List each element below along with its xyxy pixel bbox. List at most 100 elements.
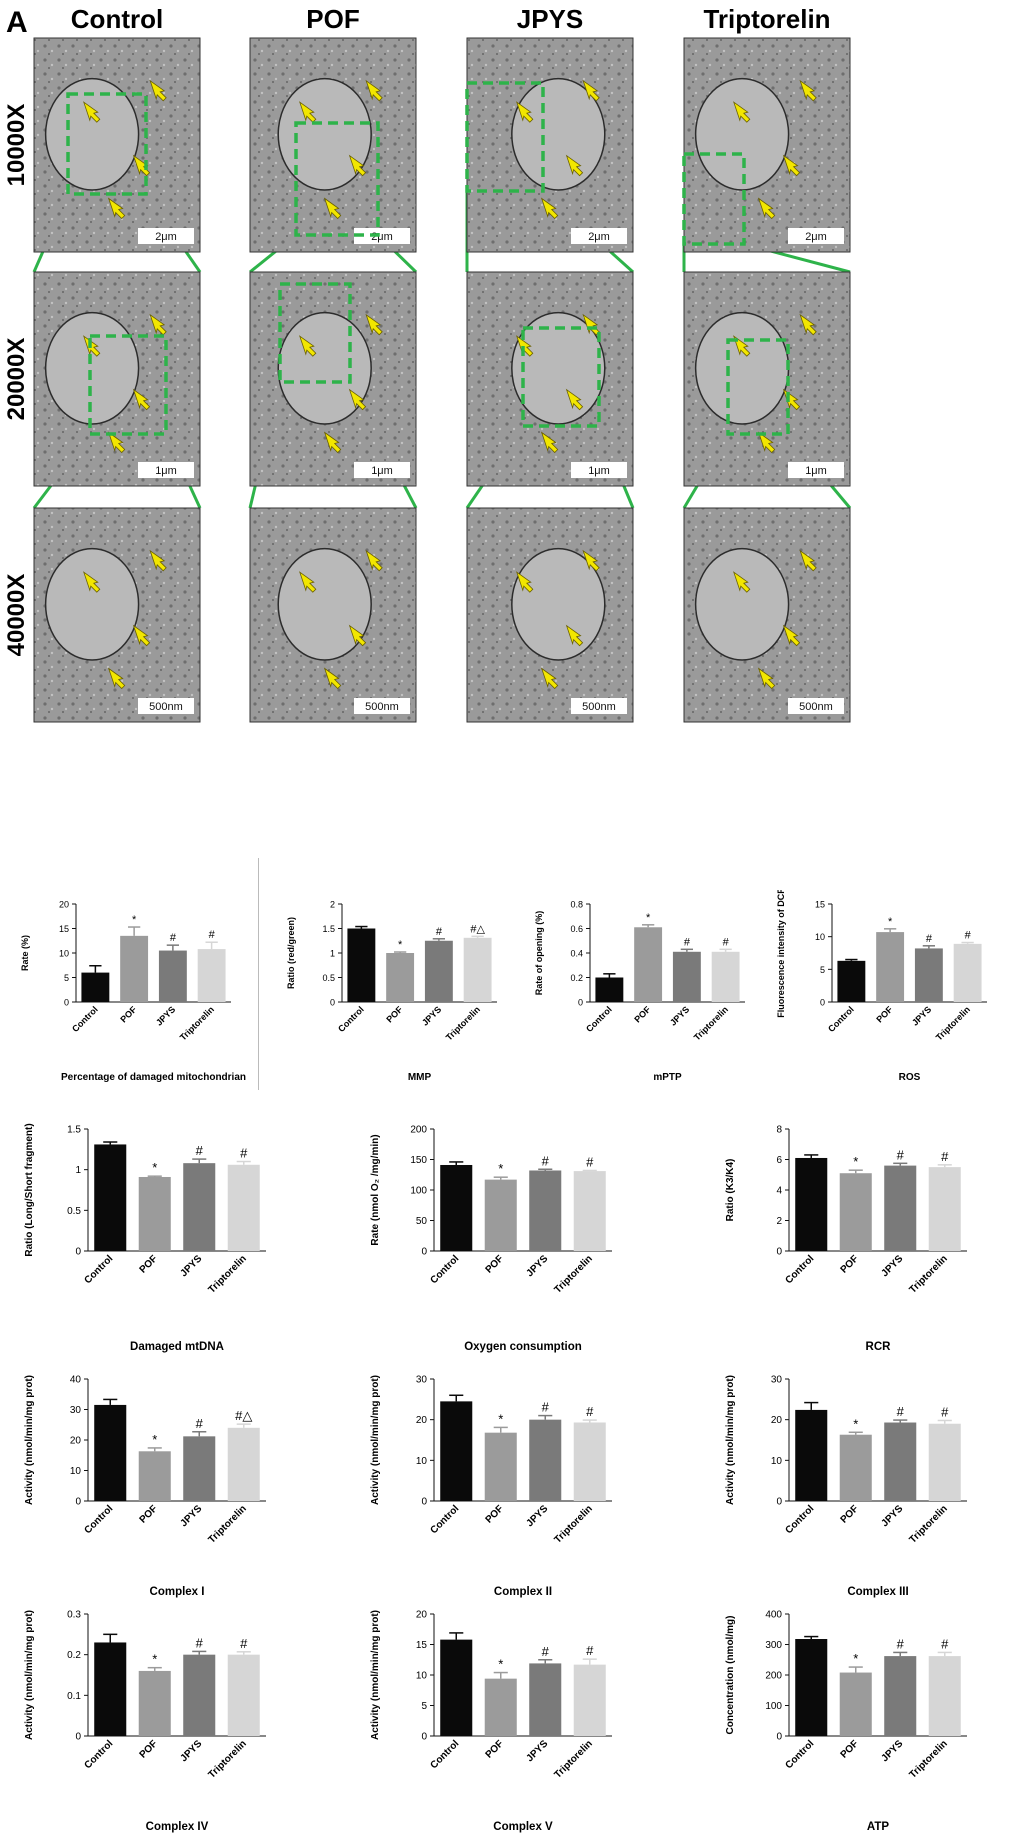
significance-mark: #	[941, 1636, 949, 1651]
bar-chart: 0 0.5 1 1.5 Ratio (Long/Short fragment) Contr…	[24, 1123, 266, 1353]
y-tick-label: 0.6	[570, 924, 583, 934]
zoom-box	[66, 92, 148, 196]
chart-oxygen-consumption: 0 50 100 150 200 Rate (nmol O₂ /mg/min) Contro…	[360, 1115, 660, 1360]
micrograph: 1μm	[249, 271, 417, 487]
arrow-icon	[132, 388, 151, 411]
category-label: Control	[428, 1738, 461, 1771]
chart-title: ROS	[899, 1072, 921, 1083]
scale-bar-bg	[571, 228, 627, 244]
y-tick-label: 0	[330, 998, 335, 1008]
chart-rcr: 0 2 4 6 8 Ratio (K3/K4) Control * POF # JPYS # Tript…	[715, 1115, 1015, 1360]
micrograph: 500nm	[466, 507, 634, 723]
significance-mark: #	[542, 1644, 550, 1659]
y-tick-label: 1	[75, 1165, 81, 1176]
category-label: JPYS	[179, 1503, 205, 1529]
zoom-box	[726, 338, 790, 436]
bar	[573, 1664, 606, 1736]
bar	[839, 1434, 872, 1501]
category-label: JPYS	[154, 1004, 177, 1027]
category-label: JPYS	[668, 1004, 691, 1027]
category-label: POF	[138, 1503, 160, 1525]
chart-title: Percentage of damaged mitochondrian	[61, 1072, 246, 1083]
significance-mark: #	[240, 1636, 248, 1651]
scale-bar-label: 2μm	[371, 231, 393, 243]
bar	[876, 932, 905, 1002]
category-label: Triptorelin	[553, 1738, 595, 1780]
arrow-icon	[299, 101, 317, 123]
significance-mark: #△	[470, 923, 485, 935]
bar	[884, 1422, 917, 1501]
arrow-icon	[757, 431, 776, 454]
y-tick-label: 0	[820, 998, 825, 1008]
arrow-icon	[365, 313, 383, 336]
chart-ros: 0 5 10 15 Fluorescence intensity of DCF Contr…	[770, 888, 1015, 1090]
significance-mark: #	[240, 1146, 248, 1161]
arrow-icon	[757, 197, 776, 220]
y-axis-label: Ratio (Long/Short fragment)	[24, 1123, 35, 1256]
category-label: Triptorelin	[908, 1253, 950, 1295]
y-tick-label: 0	[64, 998, 69, 1008]
scale-bar-bg	[788, 462, 844, 478]
y-tick-label: 0	[75, 1732, 81, 1743]
category-label: POF	[484, 1253, 506, 1275]
bar-chart: 0 5 10 15 Fluorescence intensity of DCF Contr…	[776, 888, 987, 1083]
y-tick-label: 15	[815, 900, 825, 910]
y-tick-label: 300	[765, 1640, 782, 1651]
category-label: Triptorelin	[553, 1503, 595, 1545]
category-label: Triptorelin	[207, 1253, 249, 1295]
bar-chart: 0 50 100 150 200 Rate (nmol O₂ /mg/min) Contro…	[370, 1125, 612, 1353]
bar	[440, 1164, 473, 1251]
zoom-box	[278, 282, 352, 384]
y-tick-label: 0	[75, 1247, 81, 1258]
y-tick-label: 5	[421, 1701, 427, 1712]
chart-complex-2: 0 10 20 30 Activity (nmol/min/mg prot) Contro…	[360, 1365, 660, 1605]
y-tick-label: 200	[765, 1671, 782, 1682]
chart-complex-3: 0 10 20 30 Activity (nmol/min/mg prot) Contro…	[715, 1365, 1015, 1605]
bar	[634, 927, 663, 1002]
category-label: JPYS	[420, 1004, 443, 1027]
arrow-icon	[733, 571, 751, 593]
y-axis-label: Activity (nmol/min/mg prot)	[370, 1610, 381, 1740]
scale-bar-bg	[138, 698, 194, 714]
nucleus	[694, 77, 790, 191]
bar	[795, 1157, 828, 1251]
arrow-icon	[299, 571, 317, 593]
arrow-icon	[149, 549, 167, 572]
arrow-icon	[565, 624, 584, 647]
arrow-icon	[782, 154, 801, 177]
y-tick-label: 8	[776, 1125, 782, 1136]
bar	[440, 1639, 473, 1736]
significance-mark: #	[723, 936, 730, 948]
bar	[837, 960, 866, 1002]
category-label: Control	[783, 1253, 816, 1286]
arrow-icon	[799, 313, 817, 336]
significance-mark: #	[196, 1416, 204, 1431]
y-tick-label: 150	[410, 1155, 427, 1166]
arrow-icon	[516, 101, 534, 123]
y-tick-label: 30	[416, 1375, 428, 1386]
zoom-box	[294, 121, 380, 237]
y-tick-label: 100	[765, 1701, 782, 1712]
row-label: 10000X	[3, 104, 30, 187]
micrograph: 1μm	[683, 271, 851, 487]
bar	[484, 1678, 517, 1736]
category-label: POF	[874, 1004, 895, 1025]
bar	[529, 1663, 562, 1736]
arrow-icon	[323, 431, 342, 454]
bar	[94, 1404, 127, 1501]
category-label: Control	[82, 1503, 115, 1536]
arrow-icon	[132, 624, 151, 647]
chart-mmp: 0 0.5 1 1.5 2 Ratio (red/green) Control * POF # JP…	[280, 890, 525, 1090]
chart-title: Oxygen consumption	[464, 1341, 582, 1353]
zoom-box	[521, 326, 601, 428]
bar	[953, 943, 982, 1002]
nucleus	[511, 77, 606, 191]
category-label: JPYS	[525, 1738, 551, 1764]
significance-mark: *	[498, 1657, 503, 1672]
bar	[120, 935, 149, 1002]
category-label: Triptorelin	[692, 1004, 730, 1042]
arrow-icon	[107, 197, 126, 220]
bar	[94, 1642, 127, 1736]
scale-bar-bg	[571, 698, 627, 714]
significance-mark: #	[542, 1400, 550, 1415]
